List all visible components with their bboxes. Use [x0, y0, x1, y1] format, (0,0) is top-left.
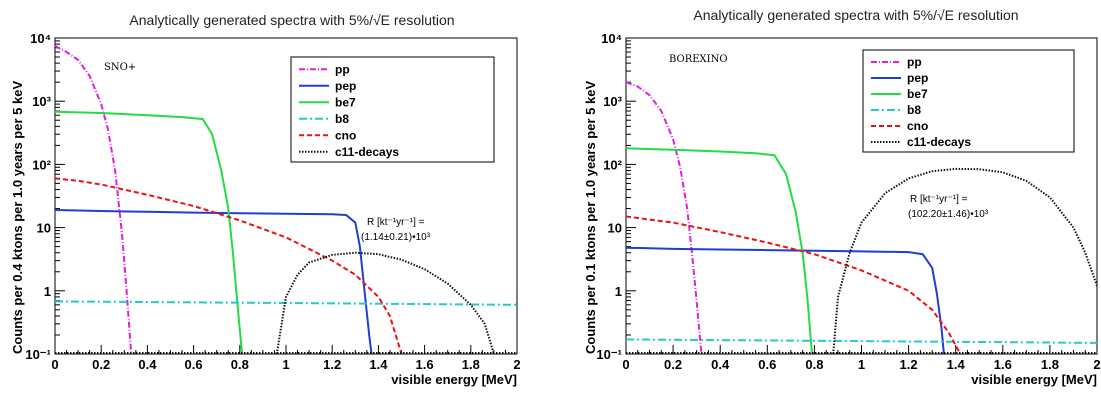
x-tick-label: 0.2 [92, 357, 110, 372]
chart-sno-plus: Analytically generated spectra with 5%/√… [10, 12, 521, 387]
series-line-b8 [626, 338, 1097, 344]
x-tick-label: 0.6 [758, 357, 776, 372]
y-tick-label: 10³ [603, 94, 622, 109]
chart-panel-right: Analytically generated spectra with 5%/√… [551, 0, 1101, 393]
y-tick-label: 10 [37, 221, 51, 236]
x-tick-label: 1.6 [994, 357, 1012, 372]
y-axis-label: Counts per 0.1 ktons per 1.0 years per 5… [583, 81, 598, 354]
x-tick-label: 1.2 [323, 357, 341, 372]
series-line-cno [55, 177, 403, 354]
x-tick-label: 1.4 [369, 357, 388, 372]
x-tick-label: 0.4 [138, 357, 157, 372]
y-tick-label: 1 [615, 284, 622, 299]
series-line-be7 [626, 147, 813, 354]
legend-label-b8: b8 [335, 112, 349, 126]
y-tick-label: 10⁴ [30, 31, 51, 46]
y-tick-label: 1 [44, 284, 51, 299]
legend-box [862, 49, 1075, 153]
x-tick-label: 0 [622, 357, 629, 372]
y-tick-label: 10² [603, 157, 622, 172]
chart-borexino: Analytically generated spectra with 5%/√… [583, 7, 1101, 387]
x-tick-label: 0.8 [805, 357, 823, 372]
y-tick-label: 10⁻¹ [596, 347, 622, 362]
legend-label-c11-decays: c11-decays [907, 135, 971, 149]
rate-label: R [kt⁻¹yr⁻¹] = [367, 217, 425, 228]
legend-label-b8: b8 [907, 103, 921, 117]
x-tick-label: 0.4 [711, 357, 730, 372]
y-tick-label: 10⁴ [601, 31, 622, 46]
legend-label-pep: pep [335, 79, 356, 93]
x-tick-label: 0.6 [185, 357, 203, 372]
legend-label-be7: be7 [907, 87, 928, 101]
y-tick-label: 10⁻¹ [25, 347, 51, 362]
detector-label: SNO+ [104, 62, 136, 73]
detector-label: BOREXINO [669, 54, 728, 65]
y-tick-label: 10³ [32, 94, 51, 109]
legend-label-c11-decays: c11-decays [335, 145, 399, 159]
series-line-pep [55, 209, 373, 354]
series-line-c11-decays [832, 167, 1097, 354]
plot-area [626, 81, 1097, 354]
y-tick-label: 10² [32, 157, 51, 172]
series-line-pep [626, 246, 945, 354]
x-tick-label: 1.2 [900, 357, 918, 372]
plot-area [55, 45, 517, 354]
rate-label: R [kt⁻¹yr⁻¹] = [910, 194, 968, 205]
rate-value: (1.14±0.21)•10³ [361, 232, 431, 243]
legend-label-pep: pep [907, 71, 928, 85]
series-line-be7 [55, 110, 244, 354]
x-tick-label: 0.2 [664, 357, 682, 372]
rate-value: (102.20±1.46)•10³ [908, 209, 989, 220]
x-tick-label: 1.8 [1041, 357, 1059, 372]
x-tick-label: 0 [51, 357, 58, 372]
x-tick-label: 1 [282, 357, 289, 372]
x-axis-label: visible energy [MeV] [971, 372, 1097, 387]
x-tick-label: 2 [513, 357, 520, 372]
chart-panel-left: Analytically generated spectra with 5%/√… [0, 0, 550, 393]
chart-title: Analytically generated spectra with 5%/√… [129, 12, 454, 28]
x-tick-label: 0.8 [231, 357, 249, 372]
y-tick-label: 10 [608, 221, 622, 236]
series-line-pp [55, 45, 133, 354]
x-tick-label: 1.4 [947, 357, 966, 372]
x-tick-label: 2 [1093, 357, 1100, 372]
legend-box [290, 56, 495, 163]
series-line-pp [626, 81, 703, 354]
x-tick-label: 1.6 [416, 357, 434, 372]
series-line-c11-decays [275, 251, 495, 354]
x-tick-label: 1 [858, 357, 865, 372]
legend-label-pp: pp [335, 62, 350, 76]
legend-label-cno: cno [335, 128, 356, 142]
legend-label-pp: pp [907, 55, 922, 69]
chart-title: Analytically generated spectra with 5%/√… [693, 7, 1018, 23]
x-axis-label: visible energy [MeV] [391, 372, 517, 387]
y-axis-label: Counts per 0.4 ktons per 1.0 years per 5… [10, 81, 25, 354]
series-line-cno [626, 215, 962, 354]
legend-label-cno: cno [907, 119, 928, 133]
x-tick-label: 1.8 [462, 357, 480, 372]
legend-label-be7: be7 [335, 95, 356, 109]
